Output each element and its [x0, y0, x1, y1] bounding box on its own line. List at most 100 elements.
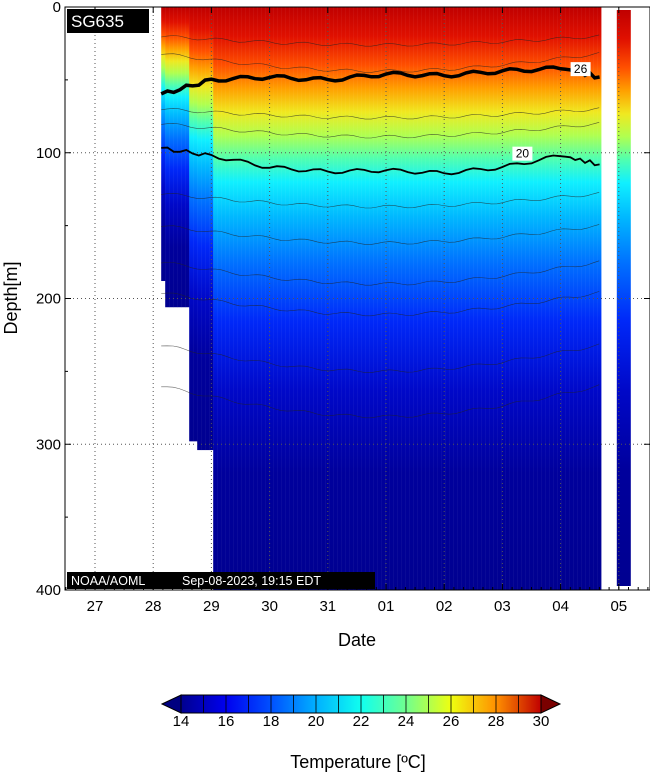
temperature-column	[337, 7, 342, 590]
temperature-column	[441, 7, 446, 590]
temperature-column	[409, 7, 414, 590]
temperature-column	[517, 7, 522, 590]
temperature-column	[393, 7, 398, 590]
temperature-column	[197, 7, 202, 451]
footer-source: NOAA/AOML	[71, 574, 145, 588]
temperature-column	[385, 7, 390, 590]
temperature-column	[225, 7, 230, 590]
colorbar-tick-label: 26	[443, 713, 460, 730]
temperature-column	[369, 7, 374, 590]
temperature-column	[277, 7, 282, 590]
temperature-column	[465, 7, 470, 590]
temperature-column	[473, 7, 478, 590]
temperature-column	[537, 7, 542, 590]
temperature-column	[429, 7, 434, 590]
temperature-column	[249, 7, 254, 590]
temperature-column	[185, 7, 190, 308]
temperature-column	[309, 7, 314, 590]
grid	[65, 7, 650, 590]
temperature-column	[565, 7, 570, 590]
temperature-column	[557, 7, 562, 590]
isotherm-26	[160, 65, 600, 96]
y-axis-title: Depth[m]	[1, 261, 21, 334]
temperature-column	[561, 7, 566, 590]
x-tick-label: 31	[319, 598, 336, 615]
temperature-column	[305, 7, 310, 590]
isotherm-20	[161, 146, 600, 176]
colorbar-tick-label: 14	[173, 713, 190, 730]
temperature-column	[169, 7, 174, 308]
temperature-column	[505, 7, 510, 590]
temperature-column	[361, 7, 366, 590]
isotherms: 26 20	[160, 34, 600, 419]
colorbar-title: Temperature [ºC]	[290, 752, 426, 772]
temperature-column	[425, 7, 430, 590]
y-tick-label: 200	[36, 291, 61, 308]
glider-badge: SG635	[71, 12, 124, 31]
isotherm-thin	[161, 343, 600, 373]
temperature-column	[389, 7, 394, 590]
temperature-column	[397, 7, 402, 590]
isotherm-thin	[161, 122, 600, 139]
colorbar-tick-label: 28	[488, 713, 505, 730]
temperature-column	[493, 7, 498, 590]
temperature-column	[501, 7, 506, 590]
temperature-column	[289, 7, 294, 590]
temperature-column	[177, 7, 182, 308]
colorbar-tick-label: 20	[308, 713, 325, 730]
x-tick-label: 04	[552, 598, 569, 615]
temperature-column	[353, 7, 358, 590]
temperature-column	[269, 7, 274, 590]
temperature-column	[341, 7, 346, 590]
temperature-column	[461, 7, 466, 590]
temperature-column	[317, 7, 322, 590]
temperature-column	[229, 7, 234, 590]
temperature-column	[581, 7, 586, 590]
y-axis: 0 100 200 300 400	[36, 0, 650, 599]
colorbar-tick-label: 18	[263, 713, 280, 730]
x-tick-label: 03	[494, 598, 511, 615]
temperature-column	[549, 7, 554, 590]
colorbar-low-arrow	[160, 694, 182, 714]
temperature-column	[213, 7, 218, 590]
x-tick-label: 27	[87, 598, 104, 615]
temperature-column	[161, 7, 166, 282]
temperature-column	[569, 7, 574, 590]
temperature-column	[257, 7, 262, 590]
x-tick-label: 30	[261, 598, 278, 615]
footer-bg	[67, 572, 375, 589]
temperature-column	[205, 7, 210, 451]
temperature-column	[525, 7, 530, 590]
temperature-column	[333, 7, 338, 590]
temperature-column	[265, 7, 270, 590]
temperature-column	[437, 7, 442, 590]
temperature-column	[401, 7, 406, 590]
temperature-column	[453, 7, 458, 590]
temperature-column	[485, 7, 490, 590]
temperature-column	[293, 7, 298, 590]
y-tick-label: 300	[36, 436, 61, 453]
y-tick-label: 0	[53, 0, 61, 16]
temperature-column	[165, 7, 170, 308]
x-tick-label: 01	[378, 598, 395, 615]
glider-badge-bg	[67, 9, 149, 33]
contour-label: 26	[574, 62, 588, 76]
temperature-column	[297, 7, 302, 590]
isotherm-thin	[161, 260, 600, 286]
temperature-column	[261, 7, 266, 590]
x-tick-label: 28	[145, 598, 162, 615]
temperature-column	[173, 7, 178, 308]
temperature-field	[161, 7, 631, 590]
temperature-column	[405, 7, 410, 590]
temperature-column	[477, 7, 482, 590]
temperature-column	[541, 7, 546, 590]
temperature-column	[529, 7, 534, 590]
temperature-column	[381, 7, 386, 590]
temperature-column	[365, 7, 370, 590]
temperature-column	[597, 7, 602, 590]
temperature-column	[593, 7, 598, 590]
temperature-column	[349, 7, 354, 590]
temperature-column	[433, 7, 438, 590]
temperature-column	[273, 7, 278, 590]
